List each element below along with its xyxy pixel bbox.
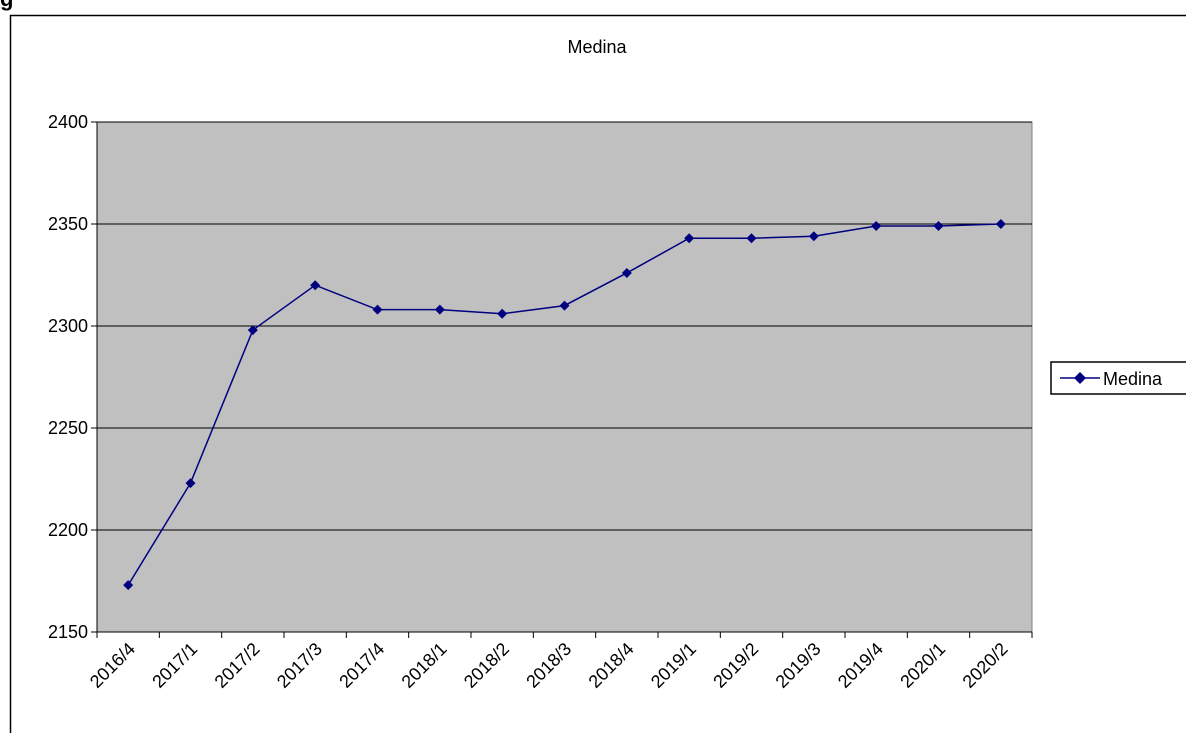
data-point — [372, 304, 383, 315]
data-point — [746, 233, 757, 244]
data-point — [684, 233, 695, 244]
legend-label: Medina — [1103, 369, 1163, 389]
y-tick-label: 2300 — [48, 316, 88, 336]
data-point — [185, 478, 196, 489]
data-point — [310, 280, 321, 291]
data-point — [434, 304, 445, 315]
data-point — [621, 267, 632, 278]
data-point — [123, 580, 134, 591]
legend: Medina — [1050, 361, 1186, 395]
y-tick-label: 2200 — [48, 520, 88, 540]
data-point — [871, 221, 882, 232]
y-tick-label: 2400 — [48, 112, 88, 132]
data-point — [497, 308, 508, 319]
heading-fragment: g — [0, 0, 13, 12]
data-point — [808, 231, 819, 242]
data-point — [247, 325, 258, 336]
data-point — [933, 221, 944, 232]
data-point — [995, 219, 1006, 229]
data-point — [559, 300, 570, 311]
legend-marker-icon — [1074, 372, 1086, 384]
y-tick-label: 2150 — [48, 622, 88, 642]
y-tick-label: 2350 — [48, 214, 88, 234]
chart-title: Medina — [567, 37, 627, 57]
plot-background — [96, 121, 1033, 633]
y-tick-label: 2250 — [48, 418, 88, 438]
